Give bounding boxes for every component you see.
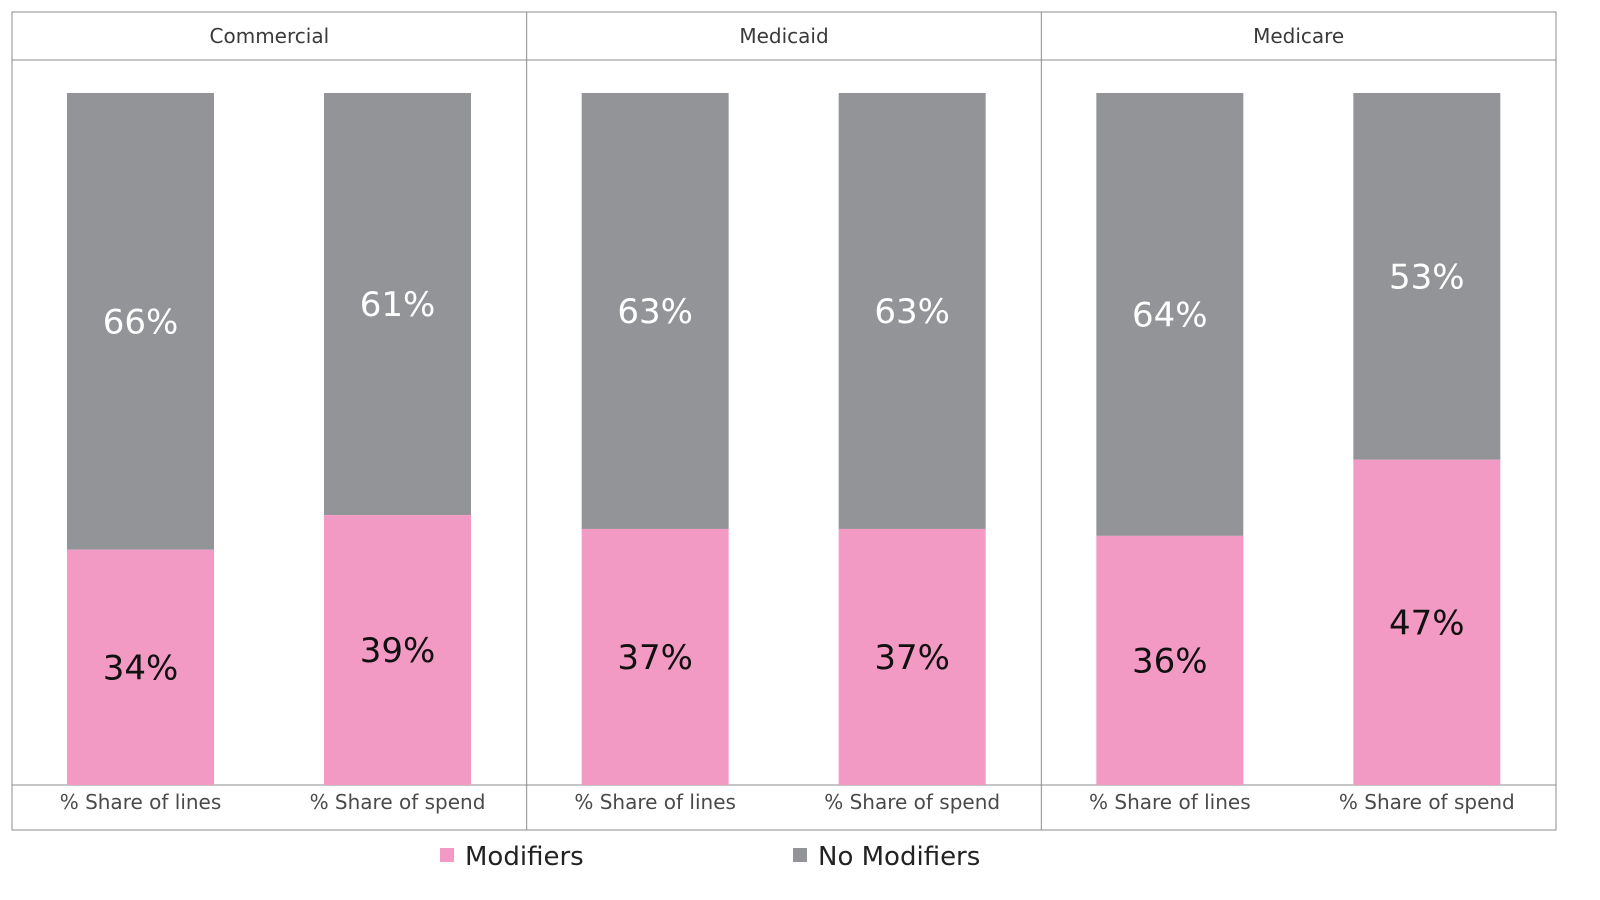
data-label-modifiers: 36%: [1132, 641, 1208, 681]
legend-swatch-no-modifiers: [793, 848, 807, 862]
panel-title-medicare: Medicare: [1253, 24, 1344, 48]
category-label: % Share of lines: [574, 790, 736, 814]
data-label-no-modifiers: 64%: [1132, 295, 1208, 335]
bar-no-modifiers: [1096, 93, 1244, 536]
bar-no-modifiers: [1353, 93, 1501, 460]
panel-title-medicaid: Medicaid: [739, 24, 828, 48]
data-label-modifiers: 34%: [103, 648, 179, 688]
data-label-no-modifiers: 53%: [1389, 257, 1465, 297]
data-label-no-modifiers: 63%: [874, 292, 950, 332]
bar-no-modifiers: [838, 93, 986, 529]
bar-modifiers: [838, 528, 986, 785]
legend-swatch-modifiers: [440, 848, 454, 862]
bar-no-modifiers: [67, 93, 214, 550]
panel-title-commercial: Commercial: [210, 24, 330, 48]
data-label-modifiers: 37%: [874, 638, 950, 678]
bar-modifiers: [324, 515, 471, 785]
bar-modifiers: [1353, 459, 1501, 785]
category-label: % Share of lines: [1089, 790, 1251, 814]
data-label-no-modifiers: 66%: [103, 302, 179, 342]
legend-label-modifiers: Modifiers: [465, 842, 584, 872]
data-label-no-modifiers: 63%: [617, 292, 693, 332]
bar-no-modifiers: [324, 93, 471, 516]
data-label-no-modifiers: 61%: [360, 285, 436, 325]
bar-no-modifiers: [581, 93, 729, 529]
bar-modifiers: [67, 549, 214, 785]
bar-modifiers: [581, 528, 729, 785]
data-label-modifiers: 39%: [360, 631, 436, 671]
chart-frame: [11, 11, 1557, 831]
category-label: % Share of spend: [310, 790, 486, 814]
category-label: % Share of spend: [1339, 790, 1515, 814]
category-label: % Share of spend: [824, 790, 1000, 814]
bar-modifiers: [1096, 535, 1244, 785]
data-label-modifiers: 47%: [1389, 603, 1465, 643]
legend-label-no-modifiers: No Modifiers: [818, 842, 980, 872]
data-label-modifiers: 37%: [617, 638, 693, 678]
category-label: % Share of lines: [60, 790, 222, 814]
